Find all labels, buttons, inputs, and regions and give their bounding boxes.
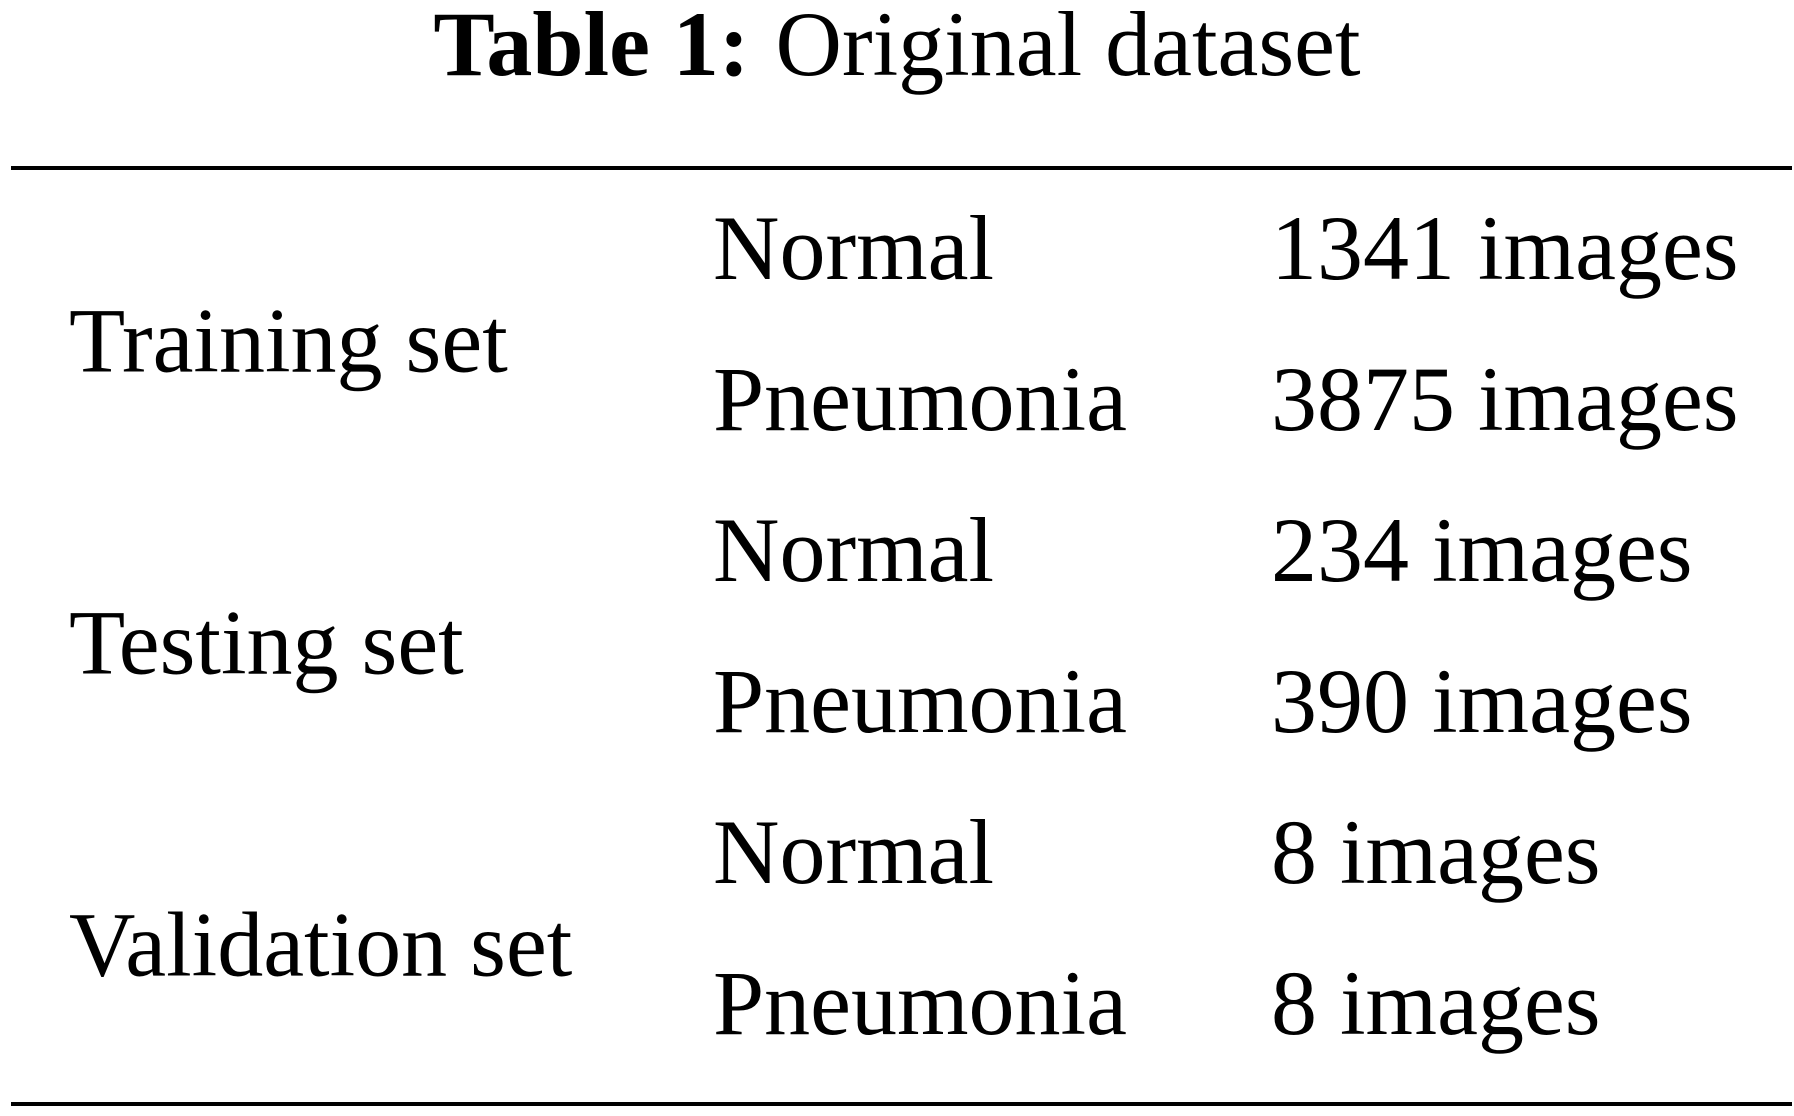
group-label: Validation set — [69, 894, 573, 996]
count-cell: 1341 images — [1271, 197, 1739, 299]
count-cell: 8 images — [1271, 952, 1601, 1054]
class-cell: Normal — [713, 197, 994, 299]
class-cell: Pneumonia — [713, 952, 1127, 1054]
group-label: Testing set — [69, 592, 464, 694]
class-cell: Pneumonia — [713, 348, 1127, 450]
class-cell: Normal — [713, 801, 994, 903]
count-cell: 8 images — [1271, 801, 1601, 903]
caption-text: Original dataset — [776, 0, 1361, 95]
caption: Table 1: Original dataset — [433, 0, 1361, 95]
class-cell: Normal — [713, 499, 994, 601]
count-cell: 390 images — [1271, 650, 1693, 752]
class-cell: Pneumonia — [713, 650, 1127, 752]
count-cell: 3875 images — [1271, 348, 1739, 450]
table-body: Training set Normal 1341 images Pneumonia 38… — [69, 197, 1739, 1054]
group-label: Training set — [69, 290, 508, 392]
caption-label: Table 1: — [433, 0, 749, 95]
count-cell: 234 images — [1271, 499, 1693, 601]
